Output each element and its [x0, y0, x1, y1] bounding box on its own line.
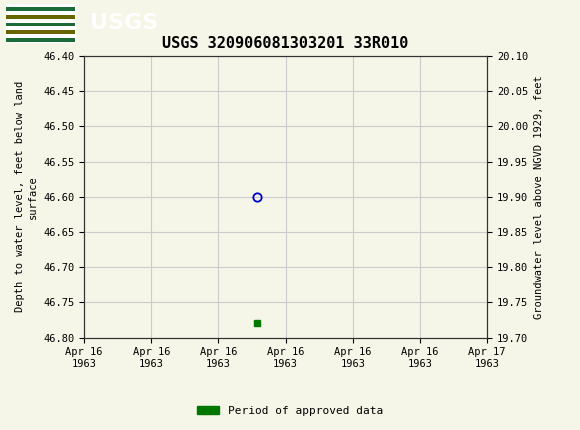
- Y-axis label: Depth to water level, feet below land
surface: Depth to water level, feet below land su…: [15, 81, 38, 312]
- Bar: [6, 22, 75, 26]
- Bar: [6, 7, 75, 11]
- Bar: [6, 30, 75, 34]
- FancyBboxPatch shape: [6, 3, 75, 42]
- Bar: [6, 38, 75, 42]
- Legend: Period of approved data: Period of approved data: [193, 401, 387, 420]
- Bar: [6, 15, 75, 19]
- Y-axis label: Groundwater level above NGVD 1929, feet: Groundwater level above NGVD 1929, feet: [534, 75, 543, 319]
- Title: USGS 320906081303201 33R010: USGS 320906081303201 33R010: [162, 36, 409, 51]
- Text: USGS: USGS: [90, 12, 158, 33]
